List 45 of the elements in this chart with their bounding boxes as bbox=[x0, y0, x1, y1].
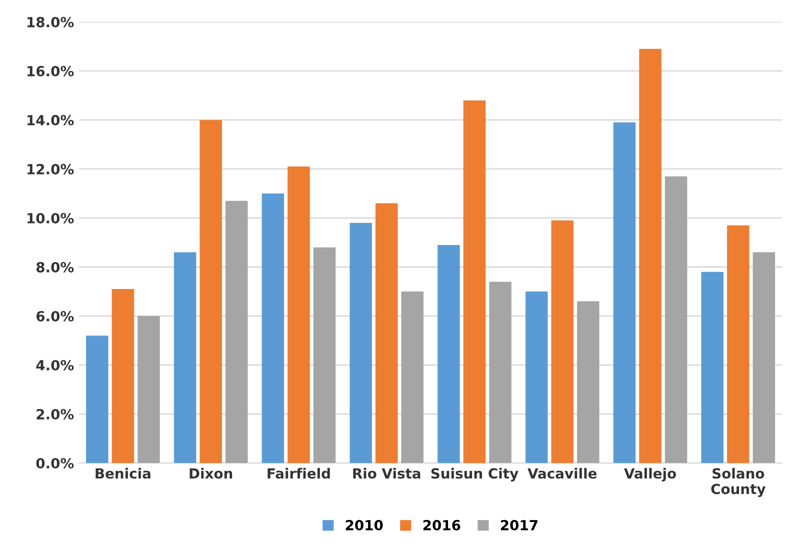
bar bbox=[262, 193, 284, 464]
y-tick-label: 12.0% bbox=[28, 164, 74, 174]
bar bbox=[288, 166, 310, 464]
legend-label: 2010 bbox=[346, 520, 383, 530]
bar bbox=[438, 244, 460, 464]
x-tick-label: Rio Vista bbox=[353, 468, 420, 479]
x-tick-label: Fairfield bbox=[268, 468, 330, 479]
y-tick-label: 18.0% bbox=[28, 16, 74, 28]
bar bbox=[463, 100, 486, 464]
bar bbox=[489, 282, 512, 464]
bar bbox=[112, 289, 134, 464]
bar bbox=[525, 292, 548, 464]
bar bbox=[551, 220, 574, 464]
bar bbox=[401, 292, 424, 464]
y-tick-label: 10.0% bbox=[28, 212, 74, 224]
y-tick-label: 8.0% bbox=[36, 262, 74, 272]
y-tick-label: 6.0% bbox=[36, 310, 74, 322]
bar bbox=[664, 176, 688, 464]
x-tick-label: Vallejo bbox=[624, 468, 676, 482]
bar bbox=[174, 252, 196, 464]
bar bbox=[350, 222, 372, 464]
bar bbox=[225, 200, 248, 464]
legend-label: 2017 bbox=[500, 520, 538, 530]
x-tick-label: Suisun City bbox=[431, 468, 518, 482]
bar bbox=[752, 252, 776, 464]
y-tick-label: 4.0% bbox=[36, 360, 74, 371]
bar bbox=[375, 203, 398, 464]
bar bbox=[613, 122, 636, 464]
x-tick-label: Benicia bbox=[96, 468, 150, 479]
bar bbox=[313, 247, 336, 464]
x-tick-label: Solano County bbox=[711, 468, 766, 498]
bar bbox=[727, 225, 750, 464]
y-tick-label: 0.0% bbox=[36, 458, 74, 469]
bar bbox=[200, 120, 222, 464]
x-tick-label: Vacaville bbox=[528, 468, 597, 479]
y-tick-label: 14.0% bbox=[28, 114, 74, 126]
y-tick-label: 2.0% bbox=[36, 409, 74, 420]
bar bbox=[639, 48, 662, 464]
legend-label: 2016 bbox=[423, 520, 460, 530]
bar bbox=[701, 272, 724, 464]
bar bbox=[86, 336, 108, 464]
bar bbox=[138, 316, 160, 464]
y-tick-label: 16.0% bbox=[28, 66, 74, 76]
bar bbox=[577, 301, 600, 464]
x-tick-label: Dixon bbox=[190, 468, 232, 479]
